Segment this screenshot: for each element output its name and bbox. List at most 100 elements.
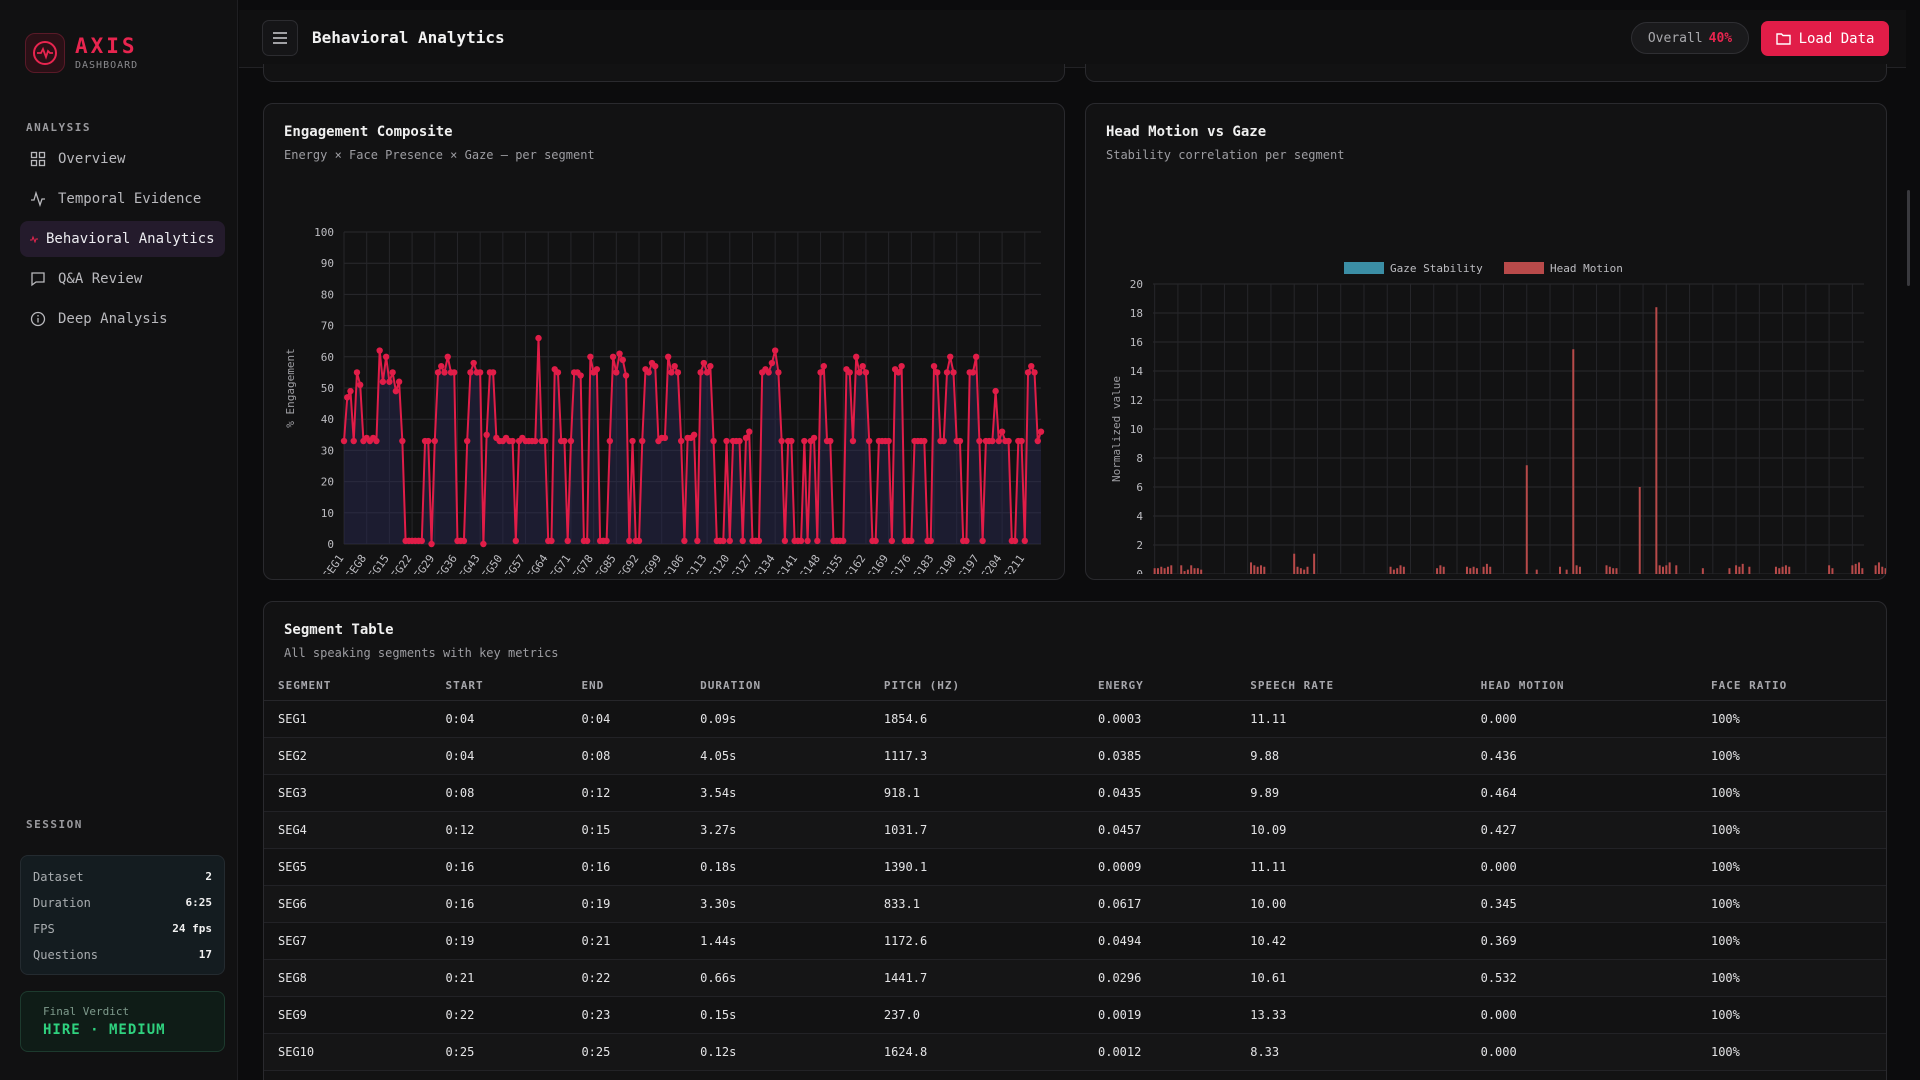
brand[interactable]: AXIS DASHBOARD [25, 33, 138, 73]
table-row[interactable]: SEG9 0:22 0:23 0.15s 237.0 0.0019 13.33 0.000 10… [264, 996, 1886, 1034]
head-motion-bar [1163, 568, 1166, 574]
table-cell: 0.15s [686, 996, 870, 1034]
brand-subtitle: DASHBOARD [75, 60, 139, 71]
table-row[interactable]: SEG7 0:19 0:21 1.44s 1172.6 0.0494 10.42 0.369 1… [264, 922, 1886, 960]
y-tick-label: 16 [1130, 336, 1143, 349]
engagement-point [635, 537, 643, 545]
table-row[interactable]: SEG4 0:12 0:15 3.27s 1031.7 0.0457 10.09 0.427 1… [264, 811, 1886, 849]
head-motion-bar [1399, 565, 1402, 574]
engagement-point [989, 437, 996, 445]
column-header[interactable]: PITCH (HZ) [869, 672, 1084, 701]
table-cell: 0:12 [567, 774, 687, 812]
y-tick-label: 20 [1130, 278, 1143, 291]
engagement-point [379, 378, 387, 385]
head-motion-bar [1469, 568, 1472, 574]
engagement-point [885, 437, 892, 445]
session-value: 2 [205, 870, 212, 883]
column-header[interactable]: SEGMENT [264, 672, 432, 701]
column-header[interactable]: DURATION [686, 672, 870, 701]
head-motion-bar [1465, 566, 1468, 574]
engagement-point [814, 537, 821, 545]
table-row[interactable]: SEG5 0:16 0:16 0.18s 1390.1 0.0009 11.11 0.000 1… [264, 848, 1886, 886]
engagement-point [1031, 369, 1038, 376]
engagement-point [619, 356, 626, 364]
head-motion-bar [1200, 569, 1203, 574]
engagement-point [389, 369, 396, 376]
table-row[interactable]: SEG8 0:21 0:22 0.66s 1441.7 0.0296 10.61 0.532 1… [264, 959, 1886, 997]
engagement-point [613, 369, 620, 376]
table-cell: SEG5 [264, 848, 432, 886]
table-cell: 0.0296 [1084, 959, 1237, 997]
engagement-point [606, 437, 614, 445]
legend-swatch-head [1504, 262, 1544, 274]
sidebar-item-qa-review[interactable]: Q&A Review [20, 261, 225, 297]
table-cell: 0:16 [431, 848, 568, 886]
column-header[interactable]: ENERGY [1084, 672, 1237, 701]
y-tick-label: 80 [321, 288, 334, 301]
table-cell: 0.427 [1466, 811, 1697, 849]
engagement-point [1018, 437, 1025, 445]
legend-label-head: Head Motion [1550, 262, 1623, 275]
sidebar-item-temporal-evidence[interactable]: Temporal Evidence [20, 181, 225, 217]
engagement-point [616, 350, 623, 357]
engagement-point [898, 362, 905, 370]
engagement-point [677, 437, 685, 445]
scrollbar[interactable] [1907, 190, 1910, 286]
sidebar-item-deep-analysis[interactable]: Deep Analysis [20, 301, 225, 337]
y-tick-label: 4 [1136, 510, 1143, 523]
column-header[interactable]: HEAD MOTION [1466, 672, 1697, 701]
column-header[interactable]: START [431, 672, 568, 701]
session-row: Dataset 2 [33, 870, 212, 896]
head-motion-bar [1661, 566, 1664, 574]
sidebar-item-overview[interactable]: Overview [20, 141, 225, 177]
head-motion-bar [1303, 569, 1306, 574]
table-cell: 0.0009 [1084, 848, 1237, 886]
head-gaze-chart[interactable]: Gaze Stability Head Motion 0 2 4 6 8 10 12 14 16 18… [1086, 134, 1886, 574]
table-cell: 0.12s [686, 1033, 870, 1071]
engagement-point [561, 437, 568, 445]
y-axis-label: Normalized value [1110, 376, 1123, 482]
engagement-point [382, 353, 390, 360]
head-motion-bar [1565, 569, 1568, 574]
engagement-point [434, 369, 442, 376]
engagement-point [972, 353, 980, 360]
table-row[interactable]: SEG2 0:04 0:08 4.05s 1117.3 0.0385 9.88 0.436 10… [264, 737, 1886, 775]
engagement-point [1005, 437, 1012, 445]
column-header[interactable]: SPEECH RATE [1236, 672, 1467, 701]
engagement-point [1011, 537, 1019, 545]
head-motion-bar [1166, 566, 1169, 574]
engagement-chart[interactable]: 0102030405060708090100SEG1SEG8SEG15SEG22… [264, 134, 1064, 574]
engagement-point [603, 537, 610, 545]
table-cell: 0.0019 [1084, 996, 1237, 1034]
y-tick-label: 100 [314, 226, 334, 239]
head-motion-bar [1186, 569, 1189, 574]
engagement-point [969, 369, 977, 376]
head-motion-bar [1877, 562, 1880, 574]
head-motion-bar [1196, 568, 1199, 574]
engagement-point [976, 437, 983, 445]
menu-button[interactable] [262, 20, 298, 56]
engagement-point [626, 537, 633, 545]
activity-icon [31, 191, 45, 207]
engagement-point [587, 353, 594, 360]
legend-label-gaze: Gaze Stability [1390, 262, 1483, 275]
table-cell: 0:23 [567, 996, 687, 1034]
head-motion-bar [1482, 566, 1485, 574]
load-data-button[interactable]: Load Data [1761, 21, 1889, 56]
logo-icon [25, 33, 65, 73]
sidebar-item-behavioral-analytics[interactable]: Behavioral Analytics [20, 221, 225, 257]
segment-table: SEGMENT START END DURATION PITCH (HZ) ENERGY S… [264, 672, 1886, 1071]
column-header[interactable]: FACE RATIO [1696, 672, 1886, 701]
head-motion-bar [1854, 563, 1857, 574]
table-row[interactable]: SEG6 0:16 0:19 3.30s 833.1 0.0617 10.00 0.345 10… [264, 885, 1886, 923]
table-row[interactable]: SEG10 0:25 0:25 0.12s 1624.8 0.0012 8.33 0.000 1… [264, 1033, 1886, 1071]
head-motion-bar [1442, 566, 1445, 574]
table-header-row: SEGMENT START END DURATION PITCH (HZ) ENERGY S… [264, 672, 1886, 701]
session-row: Questions 17 [33, 948, 212, 974]
column-header[interactable]: END [567, 672, 687, 701]
table-row[interactable]: SEG3 0:08 0:12 3.54s 918.1 0.0435 9.89 0.464 100… [264, 774, 1886, 812]
engagement-point [629, 437, 636, 445]
table-row[interactable]: SEG1 0:04 0:04 0.09s 1854.6 0.0003 11.11 0.000 1… [264, 700, 1886, 738]
engagement-point [476, 369, 484, 376]
y-tick-label: 0 [1136, 568, 1143, 574]
